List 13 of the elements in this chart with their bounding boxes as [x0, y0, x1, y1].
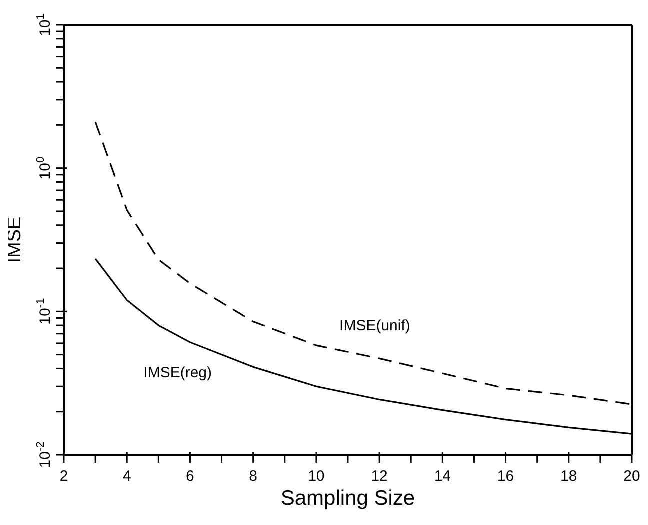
x-tick-label: 18 [560, 468, 578, 485]
x-axis-title: Sampling Size [280, 487, 416, 510]
x-tick-label: 2 [60, 468, 68, 485]
x-tick-label: 14 [434, 468, 452, 485]
series-label: IMSE(unif) [340, 318, 410, 335]
x-tick-label: 20 [624, 468, 640, 485]
x-tick-label: 16 [497, 468, 514, 485]
x-tick-label: 6 [186, 468, 194, 485]
x-tick-label: 4 [122, 468, 132, 485]
x-tick-label: 12 [371, 468, 388, 485]
series-label: IMSE(reg) [144, 364, 212, 382]
x-tick-label: 10 [308, 468, 325, 485]
x-tick-label: 8 [249, 468, 258, 485]
